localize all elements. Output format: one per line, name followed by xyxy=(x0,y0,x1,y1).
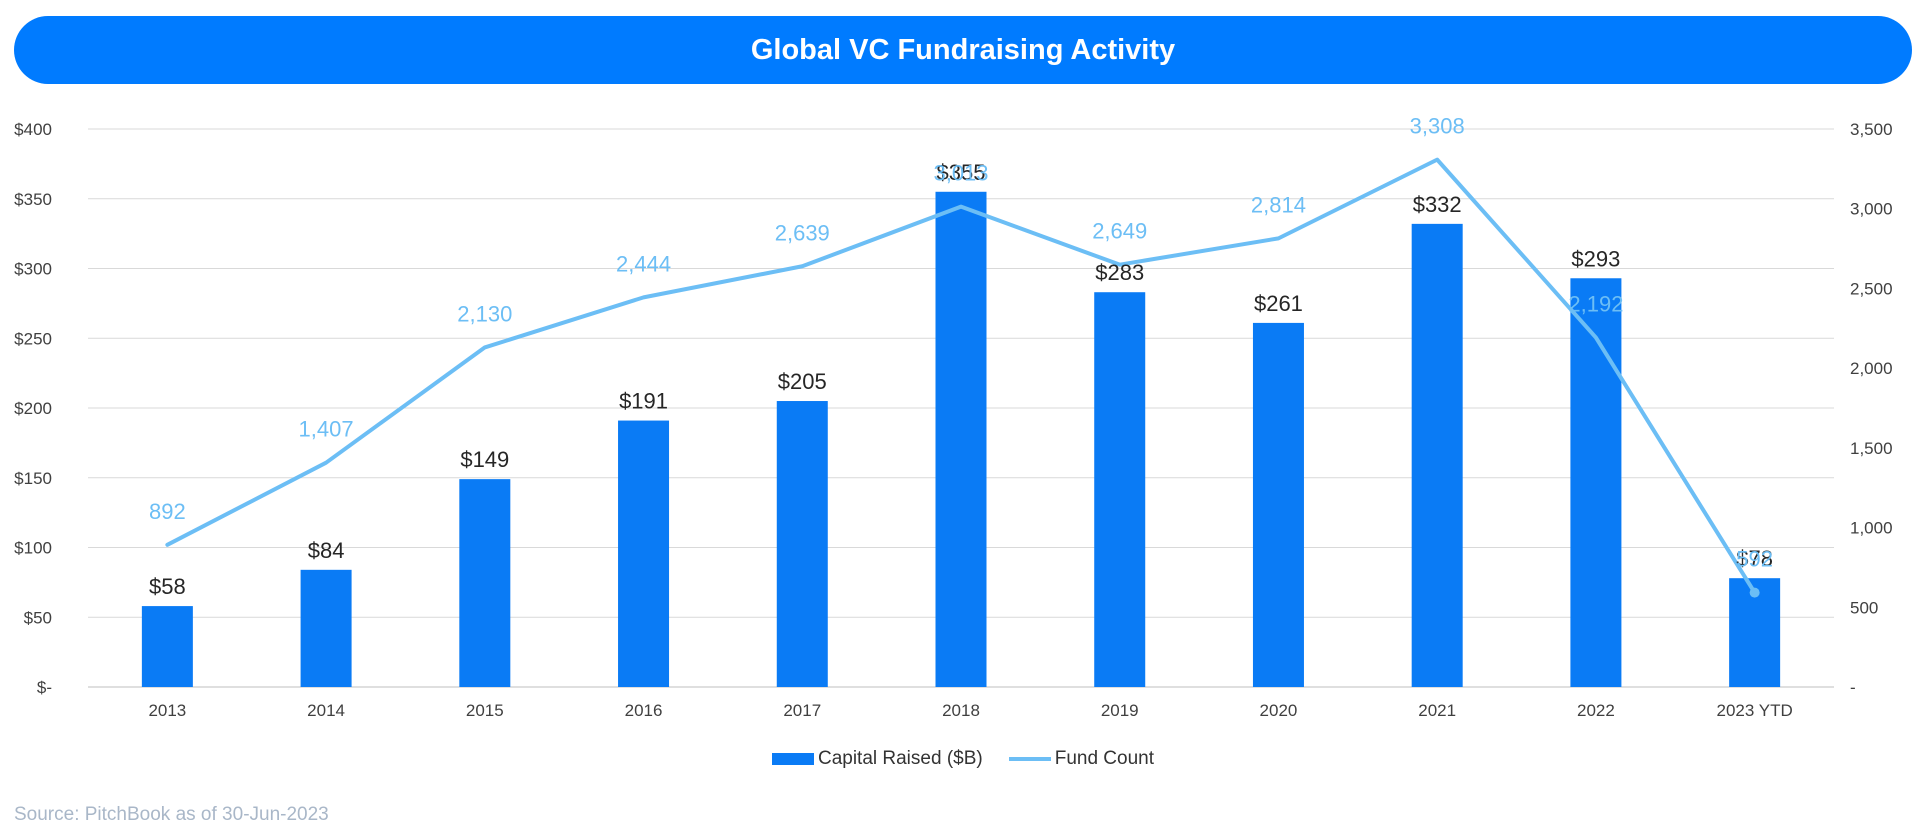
x-tick-label: 2015 xyxy=(466,701,504,720)
y-right-tick-label: 2,000 xyxy=(1850,359,1893,378)
x-tick-label: 2019 xyxy=(1101,701,1139,720)
y-right-tick-label: 1,000 xyxy=(1850,519,1893,538)
y-left-tick-label: $300 xyxy=(14,260,52,279)
legend: Capital Raised ($B) Fund Count xyxy=(0,748,1926,770)
bar-data-label: $293 xyxy=(1571,246,1620,271)
bar xyxy=(141,606,193,687)
source-note: Source: PitchBook as of 30-Jun-2023 xyxy=(14,804,329,825)
y-left-tick-label: $250 xyxy=(14,329,52,348)
y-left-tick-label: $100 xyxy=(14,539,52,558)
bar-data-label: $58 xyxy=(149,574,186,599)
title-banner: Global VC Fundraising Activity xyxy=(14,16,1912,84)
bar-data-label: $78 xyxy=(1736,546,1773,571)
bar xyxy=(1094,292,1146,687)
x-tick-label: 2023 YTD xyxy=(1717,701,1793,720)
line-data-label: 2,130 xyxy=(457,301,512,326)
bar-data-label: $283 xyxy=(1095,260,1144,285)
y-left-tick-label: $200 xyxy=(14,399,52,418)
bar xyxy=(776,401,828,687)
bar xyxy=(300,569,352,687)
y-left-tick-label: $150 xyxy=(14,469,52,488)
line-data-label: 892 xyxy=(149,499,186,524)
y-left-tick-label: $350 xyxy=(14,190,52,209)
line-data-label: 2,192 xyxy=(1568,292,1623,317)
x-tick-label: 2014 xyxy=(307,701,345,720)
bar xyxy=(618,420,670,687)
chart-title: Global VC Fundraising Activity xyxy=(750,33,1176,66)
y-left-tick-label: $400 xyxy=(14,120,52,139)
legend-label-fund-count: Fund Count xyxy=(1054,748,1155,769)
y-right-tick-label: 3,000 xyxy=(1850,200,1893,219)
y-right-tick-label: 1,500 xyxy=(1850,439,1893,458)
fund-count-line xyxy=(165,157,1757,595)
x-tick-label: 2018 xyxy=(942,701,980,720)
x-tick-label: 2021 xyxy=(1418,701,1456,720)
bar-data-label: $332 xyxy=(1413,192,1462,217)
y-right-tick-label: 500 xyxy=(1850,598,1878,617)
bar-data-label: $191 xyxy=(619,389,668,414)
y-left-tick-label: $50 xyxy=(24,608,52,627)
line-data-label: 3,013 xyxy=(933,161,988,186)
legend-item-capital: Capital Raised ($B) xyxy=(771,748,983,770)
chart-area: $- $50 $100 $150 $200 $250 $300 $350 $400 - 500 1,0… xyxy=(14,114,1893,720)
x-tick-label: 2022 xyxy=(1577,701,1615,720)
line-data-label: 3,308 xyxy=(1410,114,1465,139)
line-data-label: 1,407 xyxy=(299,417,354,442)
line-data-label: 592 xyxy=(1736,547,1773,572)
bar xyxy=(459,479,511,687)
x-tick-label: 2013 xyxy=(148,701,186,720)
line-data-label: 2,649 xyxy=(1092,219,1147,244)
bar xyxy=(1252,322,1304,687)
bar-data-label: $205 xyxy=(778,369,827,394)
bar-data-label: $149 xyxy=(460,447,509,472)
bar xyxy=(935,191,987,687)
bar-data-label: $261 xyxy=(1254,291,1303,316)
line-data-label: 2,444 xyxy=(616,251,671,276)
bar xyxy=(1411,223,1463,688)
y-right-tick-label: 3,500 xyxy=(1850,120,1893,139)
legend-label-capital: Capital Raised ($B) xyxy=(817,748,983,769)
y-right-tick-label: - xyxy=(1850,678,1856,697)
x-tick-label: 2020 xyxy=(1260,701,1298,720)
line-point xyxy=(1749,587,1760,598)
bar-data-label: $84 xyxy=(308,538,345,563)
x-tick-label: 2017 xyxy=(783,701,821,720)
bar xyxy=(1570,278,1622,687)
y-left-tick-label: $- xyxy=(37,678,52,697)
line-data-label: 2,639 xyxy=(775,220,830,245)
x-tick-label: 2016 xyxy=(625,701,663,720)
legend-item-fund-count: Fund Count xyxy=(1008,748,1155,770)
legend-swatch-line xyxy=(1008,757,1051,761)
legend-swatch-bar xyxy=(771,753,814,765)
y-right-tick-label: 2,500 xyxy=(1850,279,1893,298)
line-data-label: 2,814 xyxy=(1251,192,1306,217)
bar-data-label: $355 xyxy=(937,160,986,185)
